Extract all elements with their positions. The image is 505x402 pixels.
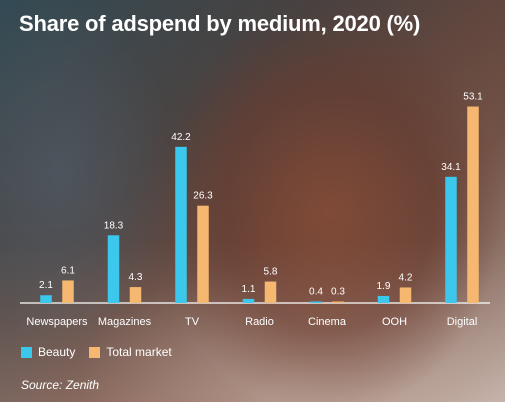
data-label-tv-beauty: 42.2	[171, 132, 191, 143]
data-label-ooh-beauty: 1.9	[377, 281, 391, 292]
bar-digital-total-market	[467, 106, 479, 303]
x-tick-label-ooh: OOH	[382, 316, 407, 328]
x-tick-label-radio: Radio	[245, 316, 274, 328]
bar-radio-beauty	[242, 298, 255, 303]
legend-swatch-beauty	[21, 346, 32, 358]
x-tick-label-cinema: Cinema	[308, 316, 347, 328]
bar-magazines-total-market	[129, 287, 142, 303]
legend-swatch-total-market	[89, 346, 101, 358]
legend-label-beauty: Beauty	[38, 345, 76, 359]
data-label-radio-total-market: 5.8	[264, 267, 278, 278]
data-label-cinema-beauty: 0.4	[309, 287, 323, 298]
x-tick-label-newspapers: Newspapers	[26, 316, 88, 328]
bar-tv-total-market	[197, 205, 209, 303]
bar-cinema-beauty	[310, 301, 322, 303]
legend-item-beauty: Beauty	[21, 345, 75, 359]
data-label-newspapers-beauty: 2.1	[39, 280, 53, 291]
x-tick-label-digital: Digital	[447, 316, 478, 328]
bar-ooh-beauty	[377, 295, 390, 303]
bar-ooh-total-market	[399, 287, 412, 303]
bar-radio-total-market	[264, 281, 277, 303]
bar-magazines-beauty	[107, 235, 120, 303]
x-tick-label-tv: TV	[185, 316, 200, 328]
legend: Beauty Total market	[21, 345, 186, 359]
bar-newspapers-beauty	[40, 295, 52, 303]
bar-digital-beauty	[445, 176, 457, 303]
data-label-ooh-total-market: 4.2	[399, 272, 413, 283]
data-label-magazines-beauty: 18.3	[104, 220, 124, 231]
data-label-newspapers-total-market: 6.1	[61, 265, 75, 276]
data-label-digital-total-market: 53.1	[463, 92, 483, 103]
bar-newspapers-total-market	[62, 280, 74, 303]
source-note: Source: Zenith	[21, 378, 100, 392]
data-label-digital-beauty: 34.1	[441, 162, 461, 173]
data-label-cinema-total-market: 0.3	[331, 287, 345, 298]
bar-tv-beauty	[175, 146, 187, 303]
chart-title: Share of adspend by medium, 2020 (%)	[19, 11, 421, 36]
legend-item-total-market: Total market	[89, 345, 172, 359]
data-label-magazines-total-market: 4.3	[129, 272, 143, 283]
bar-cinema-total-market	[332, 301, 344, 303]
x-tick-label-magazines: Magazines	[98, 316, 152, 328]
data-label-tv-total-market: 26.3	[193, 191, 213, 202]
legend-label-total-market: Total market	[106, 345, 172, 359]
data-label-radio-beauty: 1.1	[242, 284, 256, 295]
